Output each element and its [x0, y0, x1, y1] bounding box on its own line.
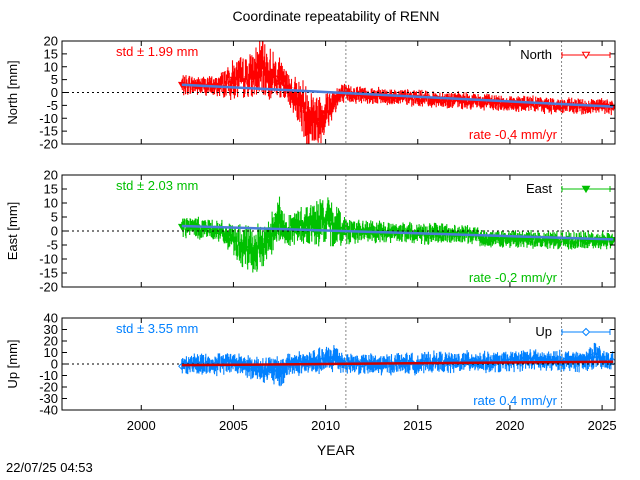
- data-point: [432, 357, 440, 366]
- data-point: [591, 351, 599, 359]
- data-point: [285, 360, 293, 368]
- y-tick-label: 10: [44, 59, 58, 74]
- y-tick-label: -30: [39, 391, 58, 406]
- data-point: [238, 244, 247, 252]
- data-point: [229, 236, 238, 244]
- data-point: [340, 359, 348, 367]
- data-point: [266, 366, 275, 374]
- y-tick-label: -5: [46, 238, 58, 253]
- y-tick-label: 5: [51, 210, 58, 225]
- data-point: [294, 223, 302, 231]
- data-point: [248, 363, 256, 372]
- y-axis-label: Up [mm]: [5, 339, 20, 388]
- y-tick-label: 10: [44, 345, 58, 360]
- data-point: [247, 247, 256, 255]
- trend-line: [181, 224, 614, 241]
- data-point: [229, 76, 238, 84]
- y-tick-label: 0: [51, 85, 58, 100]
- y-tick-label: -5: [46, 98, 58, 113]
- y-tick-label: 20: [44, 334, 58, 349]
- y-tick-label: -40: [39, 403, 58, 418]
- y-tick-label: 20: [44, 34, 58, 49]
- rate-label: rate 0.4 mm/yr: [473, 393, 557, 408]
- data-point: [257, 244, 265, 252]
- y-tick-label: -10: [39, 252, 58, 267]
- data-point: [275, 369, 284, 377]
- data-point: [395, 359, 404, 367]
- legend-label: East: [526, 181, 552, 196]
- data-point: [330, 222, 339, 230]
- data-point: [303, 111, 312, 119]
- legend-label: Up: [535, 324, 552, 339]
- data-point: [294, 97, 302, 104]
- rate-label: rate -0.2 mm/yr: [469, 270, 558, 285]
- y-tick-label: 15: [44, 46, 58, 61]
- legend-label: North: [520, 47, 552, 62]
- data-point: [303, 221, 312, 228]
- y-axis-label: East [mm]: [5, 202, 20, 261]
- std-label: std ± 3.55 mm: [116, 321, 198, 336]
- y-tick-label: 15: [44, 182, 58, 197]
- data-point: [506, 357, 514, 366]
- std-label: std ± 1.99 mm: [116, 44, 198, 59]
- y-tick-label: -15: [39, 266, 58, 281]
- data-point: [331, 353, 339, 361]
- data-point: [303, 359, 311, 367]
- data-point: [312, 117, 321, 125]
- data-point: [257, 65, 265, 72]
- rate-label: rate -0.4 mm/yr: [469, 127, 558, 142]
- y-tick-label: 40: [44, 311, 58, 326]
- trend-line: [181, 360, 614, 367]
- data-point: [275, 75, 284, 83]
- data-point: [561, 356, 569, 365]
- y-tick-label: 20: [44, 168, 58, 183]
- y-tick-label: -15: [39, 124, 58, 139]
- data-point: [266, 71, 275, 79]
- trend-line: [181, 83, 614, 108]
- y-tick-label: 10: [44, 196, 58, 211]
- data-point: [332, 94, 341, 102]
- timestamp: 22/07/25 04:53: [6, 460, 93, 475]
- error-bars: [181, 196, 614, 273]
- x-axis-label: YEAR: [317, 442, 355, 458]
- observation-cloud: [177, 196, 615, 273]
- data-point: [543, 357, 551, 366]
- y-tick-label: -20: [39, 380, 58, 395]
- y-tick-label: 0: [51, 357, 58, 372]
- legend-marker: [581, 327, 591, 337]
- data-point: [321, 110, 330, 117]
- y-tick-label: -10: [39, 111, 58, 126]
- data-point: [247, 74, 256, 81]
- y-tick-label: 5: [51, 72, 58, 87]
- data-point: [273, 214, 282, 221]
- y-tick-label: -10: [39, 368, 58, 383]
- x-tick-label: 2005: [219, 418, 248, 433]
- y-tick-label: 0: [51, 224, 58, 239]
- std-label: std ± 2.03 mm: [116, 178, 198, 193]
- y-tick-label: -20: [39, 137, 58, 152]
- x-tick-label: 2020: [495, 418, 524, 433]
- figure-title: Coordinate repeatability of RENN: [233, 8, 440, 24]
- data-point: [266, 233, 275, 241]
- x-tick-label: 2015: [403, 418, 432, 433]
- y-tick-label: -20: [39, 280, 58, 295]
- data-point: [321, 218, 330, 225]
- x-tick-label: 2000: [127, 418, 156, 433]
- x-tick-label: 2025: [588, 418, 617, 433]
- y-axis-label: North [mm]: [5, 60, 20, 124]
- legend-marker: [581, 185, 591, 194]
- legend-marker: [581, 51, 591, 60]
- x-tick-label: 2010: [311, 418, 340, 433]
- y-tick-label: 30: [44, 322, 58, 337]
